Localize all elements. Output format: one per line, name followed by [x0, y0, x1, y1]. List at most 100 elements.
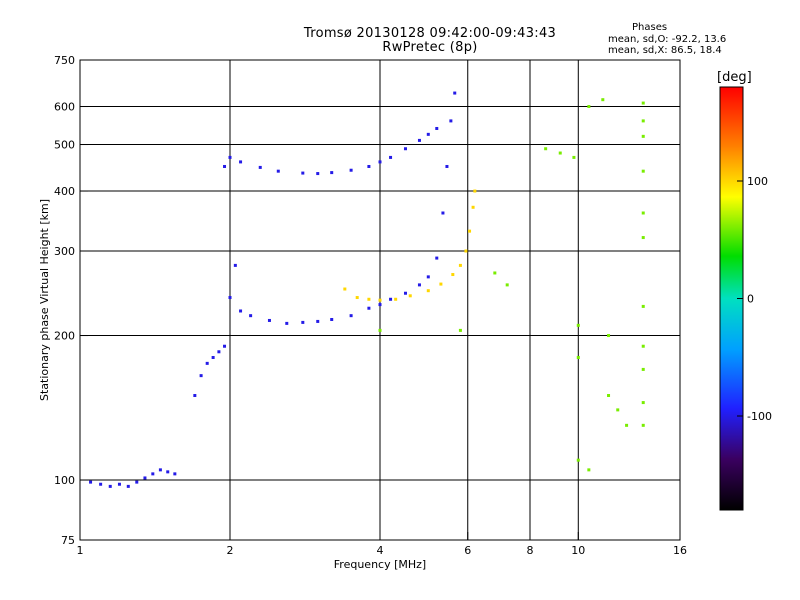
data-point	[625, 423, 629, 427]
phase-stats-heading: Phases	[632, 22, 668, 33]
data-point	[426, 275, 430, 279]
data-point	[367, 297, 371, 301]
phase-stats-o-label: mean, sd,O:	[608, 34, 669, 45]
data-point	[439, 282, 443, 286]
colorbar-unit: [deg]	[717, 70, 752, 85]
data-point	[223, 344, 227, 348]
data-point	[641, 134, 645, 138]
data-point	[601, 98, 605, 102]
data-point	[228, 155, 232, 159]
data-point	[233, 263, 237, 267]
chart-subtitle: RwPretec (8p)	[382, 40, 478, 55]
data-point	[587, 105, 591, 109]
phase-stats-x-values: 86.5, 18.4	[670, 45, 722, 56]
data-point	[544, 147, 548, 151]
data-point	[641, 169, 645, 173]
y-tick-label: 75	[61, 534, 75, 547]
data-point	[641, 423, 645, 427]
data-point	[349, 168, 353, 172]
data-point	[641, 344, 645, 348]
data-point	[199, 374, 203, 378]
data-point	[249, 314, 253, 318]
data-point	[451, 273, 455, 277]
data-point	[143, 476, 147, 480]
data-point	[158, 468, 162, 472]
phase-stats-x-label: mean, sd,X:	[608, 45, 668, 56]
data-point	[641, 236, 645, 240]
data-point	[587, 468, 591, 472]
data-point	[378, 328, 382, 332]
phase-stats-o-values: -92.2, 13.6	[671, 34, 727, 45]
y-tick-label: 100	[54, 474, 75, 487]
data-point	[468, 229, 472, 233]
data-point	[389, 155, 393, 159]
axis-ticks	[79, 59, 681, 541]
colorbar-ticks: 100 0 -100	[737, 175, 772, 423]
x-tick-label: 1	[77, 544, 84, 557]
x-tick-label: 8	[527, 544, 534, 557]
data-point	[572, 155, 576, 159]
data-point	[435, 256, 439, 260]
data-point	[493, 271, 497, 275]
data-point	[576, 458, 580, 462]
data-point	[453, 91, 457, 95]
data-point	[173, 472, 177, 476]
colorbar-tick-label: 0	[747, 293, 754, 306]
data-point	[285, 321, 289, 325]
data-point	[367, 164, 371, 168]
data-point	[239, 309, 243, 313]
data-point	[389, 297, 393, 301]
data-point	[223, 164, 227, 168]
data-point	[607, 394, 611, 398]
x-tick-label: 6	[464, 544, 471, 557]
data-point	[417, 138, 421, 142]
colorbar-tick-label: -100	[747, 410, 772, 423]
data-point	[239, 160, 243, 164]
data-point	[166, 470, 170, 474]
data-point	[258, 165, 262, 169]
y-tick-label: 400	[54, 185, 75, 198]
data-point	[330, 171, 334, 175]
data-point	[108, 484, 112, 488]
data-point	[641, 101, 645, 105]
data-point	[301, 171, 305, 175]
x-tick-label: 2	[227, 544, 234, 557]
data-point	[641, 367, 645, 371]
data-point	[435, 126, 439, 130]
data-point	[330, 317, 334, 321]
data-point	[558, 151, 562, 155]
data-point	[343, 287, 347, 291]
data-point	[426, 132, 430, 136]
data-point	[441, 211, 445, 215]
x-axis-label: Frequency [MHz]	[334, 558, 426, 571]
data-point	[576, 355, 580, 359]
data-point	[607, 334, 611, 338]
data-point	[99, 482, 103, 486]
data-point	[151, 472, 155, 476]
data-point	[403, 291, 407, 295]
y-tick-label: 750	[54, 54, 75, 67]
y-tick-label: 500	[54, 139, 75, 152]
data-point	[217, 350, 221, 354]
x-tick-label: 10	[571, 544, 585, 557]
phase-stats-x: mean, sd,X: 86.5, 18.4	[608, 45, 722, 57]
colorbar-tick-label: 100	[747, 175, 768, 188]
y-tick-label: 600	[54, 101, 75, 114]
data-point	[641, 304, 645, 308]
data-point	[301, 320, 305, 324]
data-point	[394, 297, 398, 301]
x-tick-label: 16	[673, 544, 687, 557]
data-point	[349, 314, 353, 318]
data-points	[89, 91, 645, 488]
data-point	[641, 119, 645, 123]
data-point	[378, 298, 382, 302]
data-point	[464, 249, 468, 253]
y-tick-label: 300	[54, 245, 75, 258]
data-point	[449, 119, 453, 123]
data-point	[471, 205, 475, 209]
data-point	[616, 408, 620, 412]
phase-stats-o: mean, sd,O: -92.2, 13.6	[608, 34, 726, 46]
data-point	[211, 355, 215, 359]
data-point	[367, 306, 371, 310]
